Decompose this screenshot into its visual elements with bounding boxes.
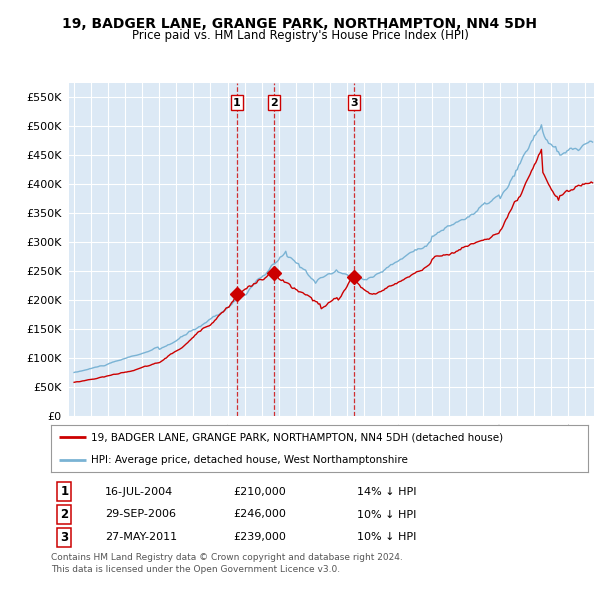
Text: 10% ↓ HPI: 10% ↓ HPI <box>357 532 416 542</box>
Text: 3: 3 <box>61 530 68 543</box>
Text: 19, BADGER LANE, GRANGE PARK, NORTHAMPTON, NN4 5DH: 19, BADGER LANE, GRANGE PARK, NORTHAMPTO… <box>62 17 538 31</box>
Text: 2: 2 <box>61 508 68 521</box>
Text: Price paid vs. HM Land Registry's House Price Index (HPI): Price paid vs. HM Land Registry's House … <box>131 30 469 42</box>
Text: Contains HM Land Registry data © Crown copyright and database right 2024.: Contains HM Land Registry data © Crown c… <box>51 553 403 562</box>
Text: 19, BADGER LANE, GRANGE PARK, NORTHAMPTON, NN4 5DH (detached house): 19, BADGER LANE, GRANGE PARK, NORTHAMPTO… <box>91 432 503 442</box>
Text: 1: 1 <box>61 486 68 499</box>
Text: 29-SEP-2006: 29-SEP-2006 <box>105 510 176 519</box>
Text: 14% ↓ HPI: 14% ↓ HPI <box>357 487 416 497</box>
Text: 10% ↓ HPI: 10% ↓ HPI <box>357 510 416 519</box>
Text: This data is licensed under the Open Government Licence v3.0.: This data is licensed under the Open Gov… <box>51 565 340 573</box>
Text: £246,000: £246,000 <box>233 510 286 519</box>
Text: 16-JUL-2004: 16-JUL-2004 <box>105 487 173 497</box>
Text: 2: 2 <box>271 97 278 107</box>
Text: 27-MAY-2011: 27-MAY-2011 <box>105 532 177 542</box>
Text: £210,000: £210,000 <box>233 487 286 497</box>
Text: 3: 3 <box>350 97 358 107</box>
Text: £239,000: £239,000 <box>233 532 286 542</box>
Text: HPI: Average price, detached house, West Northamptonshire: HPI: Average price, detached house, West… <box>91 455 408 465</box>
Text: 1: 1 <box>233 97 241 107</box>
